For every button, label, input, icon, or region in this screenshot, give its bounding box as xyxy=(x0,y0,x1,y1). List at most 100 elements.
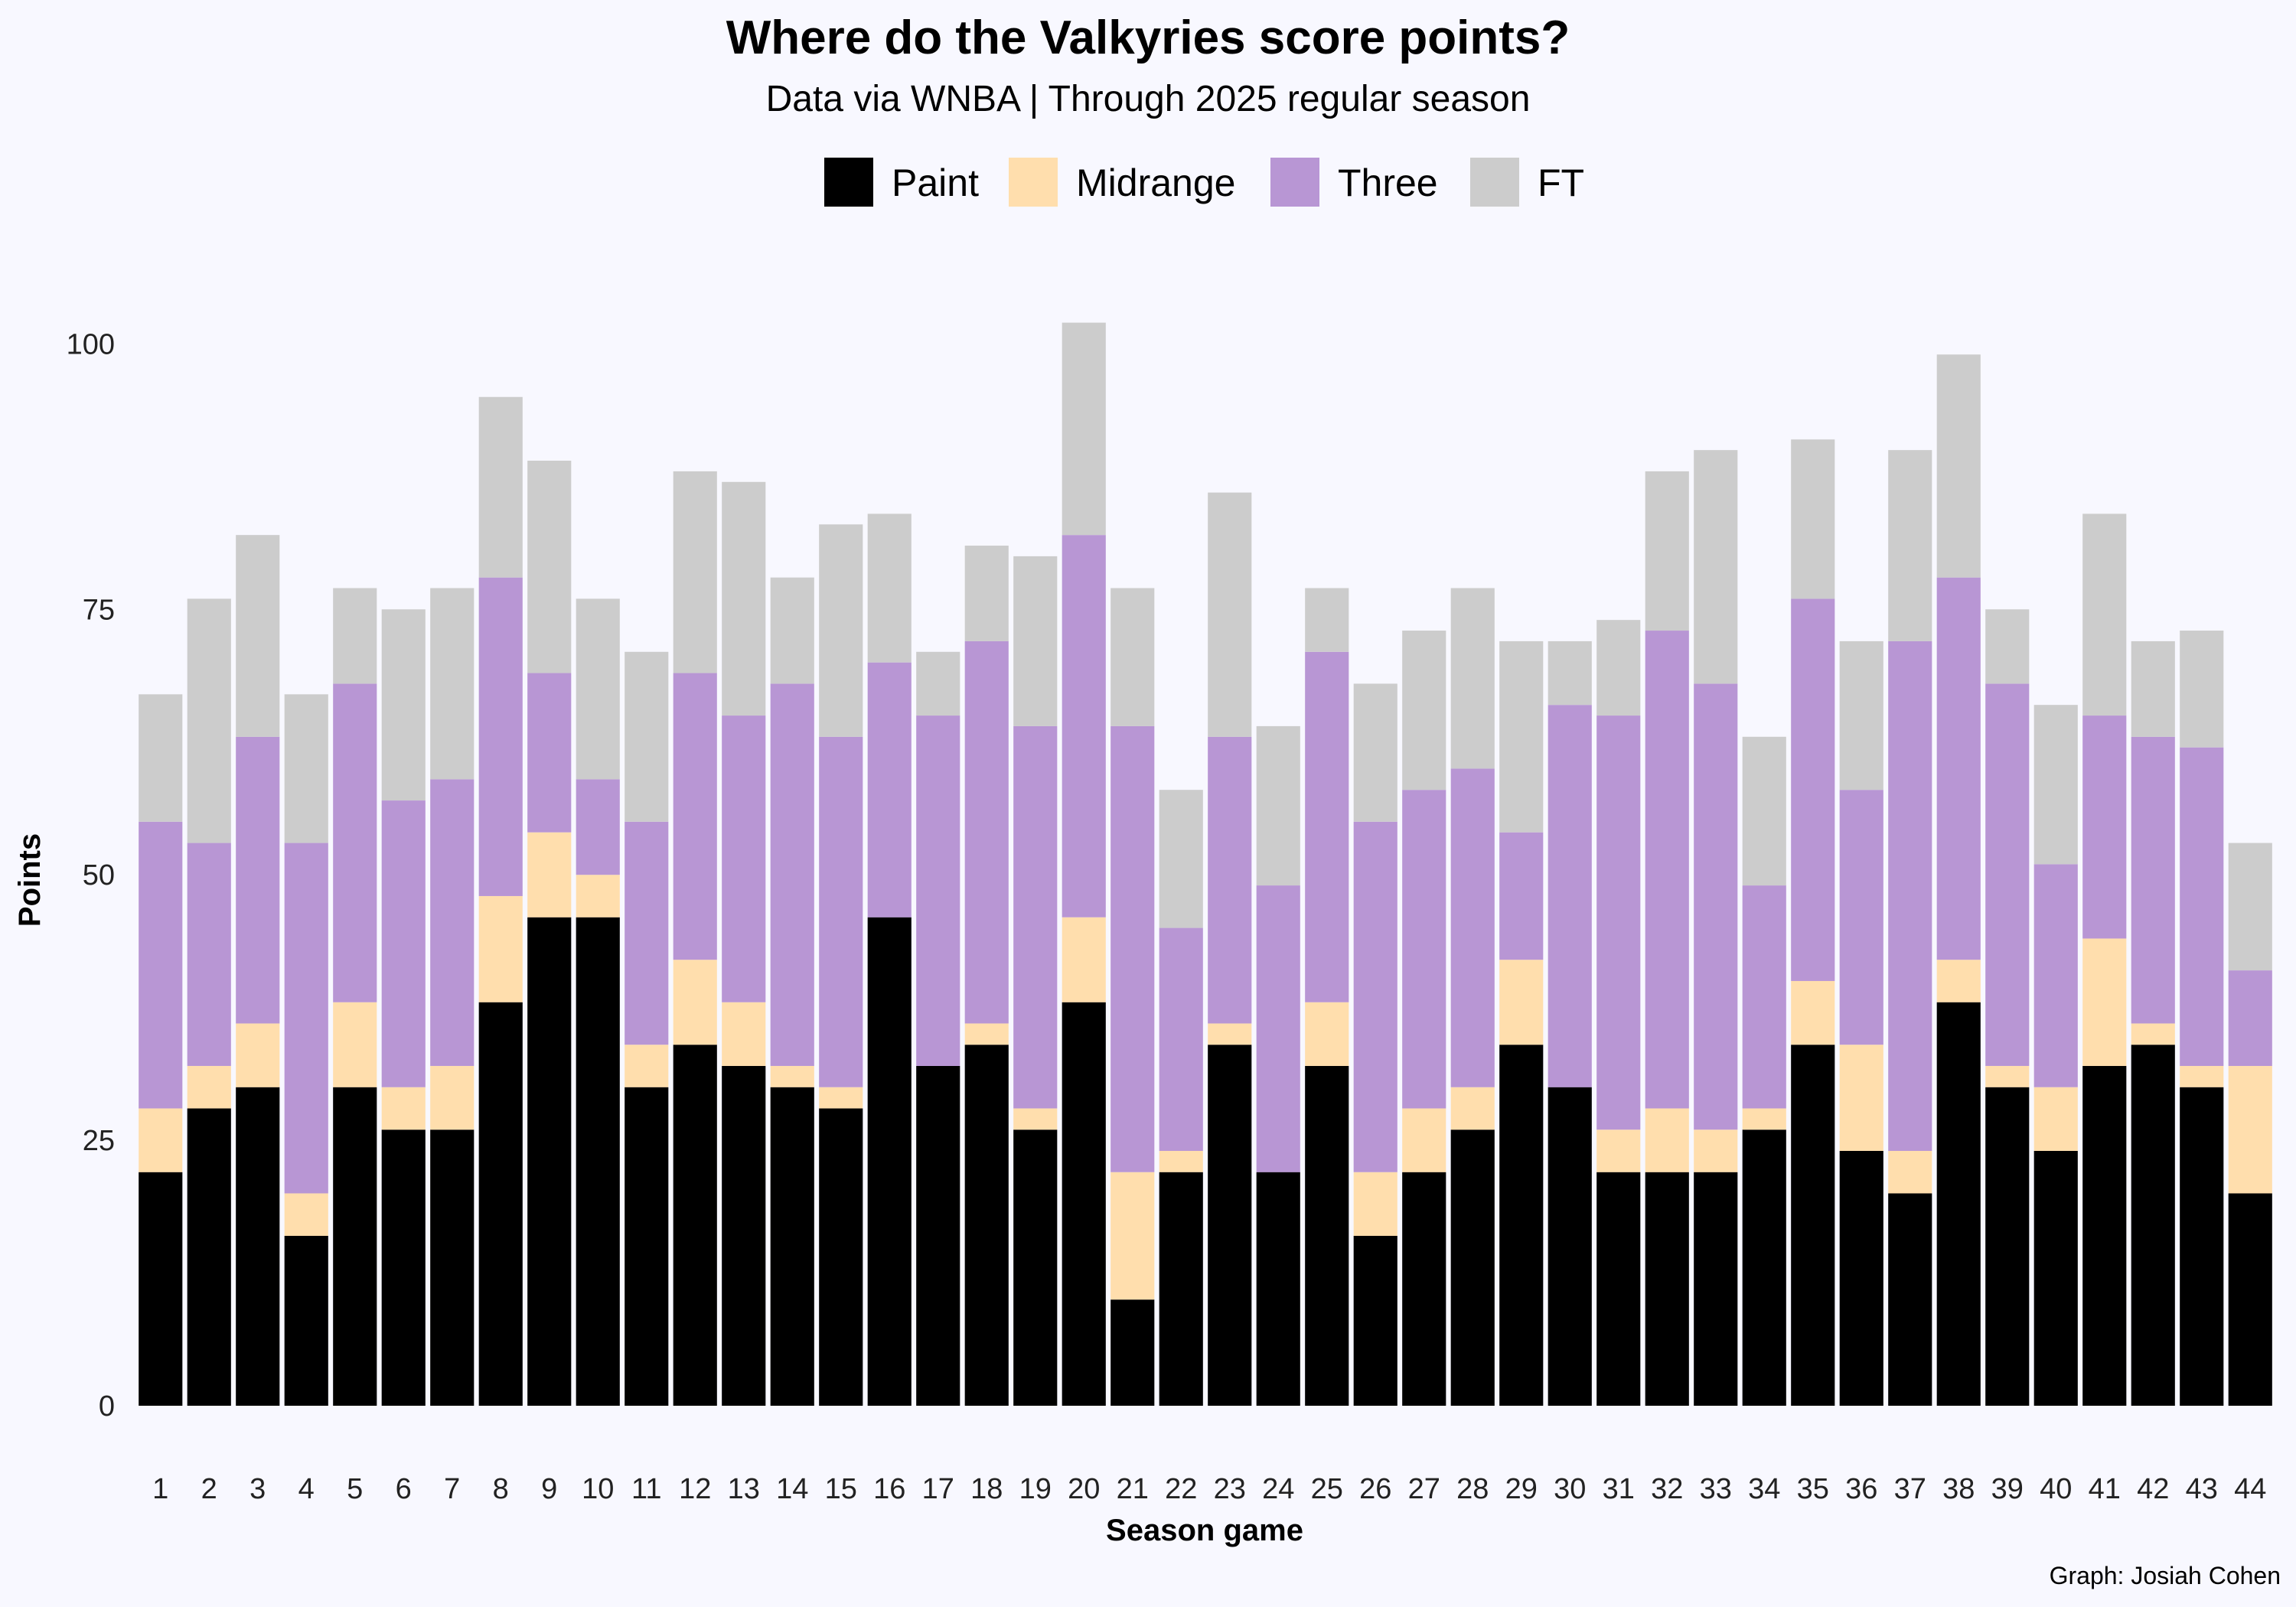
x-tick-label: 6 xyxy=(396,1473,412,1505)
bar-game-13-three xyxy=(722,715,766,1002)
bar-game-30-ft xyxy=(1548,641,1592,706)
bar-game-41-ft xyxy=(2082,513,2127,716)
bar-game-5-ft xyxy=(333,588,377,684)
x-tick-label: 39 xyxy=(1991,1473,2024,1505)
legend-swatch xyxy=(1270,158,1319,207)
y-tick-label: 0 xyxy=(99,1390,115,1423)
x-tick-label: 8 xyxy=(493,1473,509,1505)
bar-game-35-midrange xyxy=(1791,980,1835,1045)
x-tick-label: 34 xyxy=(1748,1473,1780,1505)
legend-item-ft: FT xyxy=(1470,158,1584,207)
y-tick-label: 75 xyxy=(83,594,115,626)
bar-game-8-ft xyxy=(478,396,523,578)
bar-game-27-paint xyxy=(1402,1172,1446,1406)
bar-game-21-ft xyxy=(1110,588,1155,726)
bar-game-9-midrange xyxy=(527,832,572,918)
bar-game-21-midrange xyxy=(1110,1172,1155,1300)
chart-subtitle: Data via WNBA | Through 2025 regular sea… xyxy=(766,79,1531,119)
x-tick-label: 19 xyxy=(1019,1473,1052,1505)
bar-game-22-paint xyxy=(1159,1172,1203,1406)
bar-game-4-ft xyxy=(284,694,328,843)
bar-game-6-midrange xyxy=(381,1087,426,1130)
bar-game-26-three xyxy=(1353,821,1397,1172)
bar-game-5-three xyxy=(333,683,377,1002)
x-tick-label: 41 xyxy=(2089,1473,2121,1505)
bar-game-42-ft xyxy=(2131,641,2175,737)
legend-swatch xyxy=(824,158,873,207)
bar-game-9-three xyxy=(527,673,572,833)
bar-game-33-three xyxy=(1694,683,1738,1130)
bar-game-40-ft xyxy=(2033,705,2078,865)
legend-swatch xyxy=(1470,158,1519,207)
x-tick-label: 11 xyxy=(631,1473,661,1505)
bar-game-6-ft xyxy=(381,609,426,801)
bar-game-32-paint xyxy=(1645,1172,1689,1406)
bar-game-40-three xyxy=(2033,864,2078,1087)
bar-game-29-paint xyxy=(1499,1045,1544,1406)
x-tick-label: 40 xyxy=(2040,1473,2072,1505)
bar-game-36-paint xyxy=(1839,1150,1883,1406)
bar-game-12-paint xyxy=(673,1045,717,1406)
bar-game-24-ft xyxy=(1256,725,1300,886)
bar-game-26-paint xyxy=(1353,1235,1397,1406)
bar-game-11-midrange xyxy=(625,1045,669,1087)
bar-game-29-three xyxy=(1499,832,1544,960)
bar-game-37-ft xyxy=(1888,450,1932,641)
bar-game-43-ft xyxy=(2180,631,2224,748)
bar-game-38-ft xyxy=(1936,354,1981,578)
bar-game-42-paint xyxy=(2131,1045,2175,1406)
bar-game-39-ft xyxy=(1985,609,2030,684)
bar-game-15-paint xyxy=(819,1108,863,1406)
bar-game-42-midrange xyxy=(2131,1023,2175,1045)
x-tick-label: 25 xyxy=(1311,1473,1343,1505)
bar-game-28-midrange xyxy=(1450,1087,1495,1130)
bar-game-34-three xyxy=(1742,885,1786,1109)
bar-game-23-ft xyxy=(1208,492,1252,737)
bar-game-32-three xyxy=(1645,631,1689,1109)
x-tick-label: 20 xyxy=(1068,1473,1100,1505)
bar-game-33-paint xyxy=(1694,1172,1738,1406)
bar-game-1-three xyxy=(139,821,183,1109)
bar-game-19-midrange xyxy=(1013,1108,1058,1130)
x-tick-label: 37 xyxy=(1894,1473,1926,1505)
bar-game-43-three xyxy=(2180,747,2224,1066)
bar-game-8-paint xyxy=(478,1002,523,1406)
bar-game-41-paint xyxy=(2082,1065,2127,1406)
bar-game-25-ft xyxy=(1305,588,1349,652)
x-tick-label: 21 xyxy=(1117,1473,1149,1505)
bar-game-3-ft xyxy=(236,535,280,737)
x-axis-ticks: 1 2 3 4 5 6 7 8 9 10 11 12 13 14 15 16 17 18 19 20 21 22 23 24 2… xyxy=(152,1473,2266,1505)
bar-game-23-midrange xyxy=(1208,1023,1252,1045)
bar-game-32-midrange xyxy=(1645,1108,1689,1172)
bar-game-35-paint xyxy=(1791,1045,1835,1406)
bar-game-8-three xyxy=(478,577,523,896)
bar-game-38-paint xyxy=(1936,1002,1981,1406)
bar-game-33-midrange xyxy=(1694,1129,1738,1172)
x-tick-label: 9 xyxy=(541,1473,557,1505)
legend-item-paint: Paint xyxy=(824,158,979,207)
bar-game-20-three xyxy=(1062,535,1106,918)
bar-game-11-ft xyxy=(625,651,669,822)
bar-game-19-ft xyxy=(1013,556,1058,726)
bar-game-22-midrange xyxy=(1159,1150,1203,1172)
bar-game-21-paint xyxy=(1110,1299,1155,1406)
bar-game-21-three xyxy=(1110,725,1155,1172)
bar-game-32-ft xyxy=(1645,471,1689,631)
bar-game-12-ft xyxy=(673,471,717,673)
legend: Paint Midrange Three FT xyxy=(824,158,1584,207)
bar-game-44-midrange xyxy=(2228,1065,2272,1194)
x-tick-label: 14 xyxy=(776,1473,808,1505)
x-tick-label: 33 xyxy=(1700,1473,1732,1505)
legend-label: FT xyxy=(1538,161,1584,204)
bar-game-44-three xyxy=(2228,970,2272,1066)
bar-game-7-paint xyxy=(430,1129,475,1406)
bar-game-22-ft xyxy=(1159,790,1203,928)
bar-game-36-ft xyxy=(1839,641,1883,790)
x-tick-label: 18 xyxy=(970,1473,1003,1505)
legend-item-three: Three xyxy=(1270,158,1438,207)
bar-game-6-three xyxy=(381,800,426,1087)
bar-game-13-midrange xyxy=(722,1002,766,1066)
bar-game-7-midrange xyxy=(430,1065,475,1130)
bar-game-2-ft xyxy=(187,598,231,843)
